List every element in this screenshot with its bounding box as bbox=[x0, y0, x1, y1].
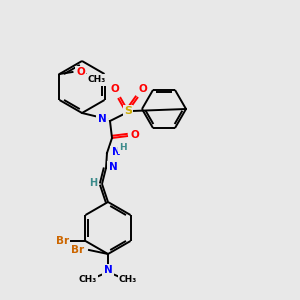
Text: O: O bbox=[76, 67, 85, 77]
Text: Br: Br bbox=[71, 245, 85, 255]
Text: CH₃: CH₃ bbox=[119, 275, 137, 284]
Text: O: O bbox=[139, 84, 147, 94]
Text: O: O bbox=[130, 130, 140, 140]
Text: N: N bbox=[112, 147, 120, 157]
Text: CH₃: CH₃ bbox=[87, 76, 106, 85]
Text: H: H bbox=[89, 178, 97, 188]
Text: N: N bbox=[109, 162, 117, 172]
Text: O: O bbox=[111, 84, 119, 94]
Text: S: S bbox=[124, 106, 132, 116]
Text: N: N bbox=[103, 265, 112, 275]
Text: CH₃: CH₃ bbox=[79, 275, 97, 284]
Text: Br: Br bbox=[56, 236, 69, 246]
Text: N: N bbox=[98, 114, 106, 124]
Text: H: H bbox=[119, 143, 127, 152]
